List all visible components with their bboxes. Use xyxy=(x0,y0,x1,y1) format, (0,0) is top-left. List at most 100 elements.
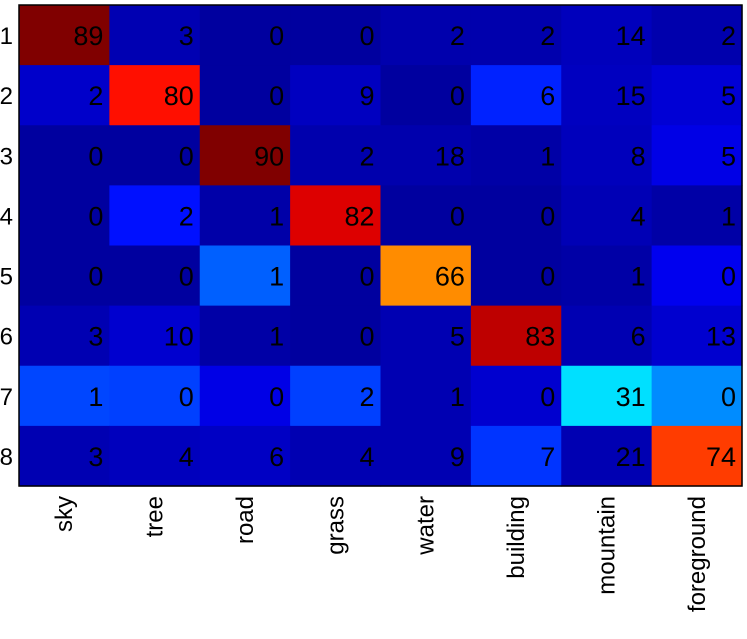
heatmap-cell xyxy=(290,125,382,186)
x-tick-label: road xyxy=(232,496,259,544)
heatmap-cell xyxy=(19,65,110,126)
heatmap-cell xyxy=(199,125,291,186)
heatmap-cell xyxy=(470,425,562,487)
heatmap-cell xyxy=(561,65,653,126)
heatmap-cell xyxy=(470,245,562,307)
heatmap-cells xyxy=(19,5,743,487)
cell-value-label: 2 xyxy=(179,201,194,231)
y-tick-label: 4 xyxy=(0,203,13,230)
heatmap-cell xyxy=(651,245,743,307)
heatmap-cell xyxy=(470,185,562,247)
cell-value-label: 0 xyxy=(179,141,194,171)
y-tick-label: 7 xyxy=(0,384,13,411)
heatmap-cell xyxy=(470,5,562,66)
cell-value-label: 0 xyxy=(179,382,194,412)
cell-value-label: 0 xyxy=(88,141,103,171)
y-axis-tick-labels: 1 2 3 4 5 6 7 8 xyxy=(0,23,13,471)
cell-value-label: 15 xyxy=(616,81,646,111)
cell-value-label: 5 xyxy=(721,81,736,111)
cell-value-label: 1 xyxy=(269,201,284,231)
heatmap-cell xyxy=(109,125,201,186)
heatmap-cell xyxy=(380,185,472,247)
heatmap-cell xyxy=(199,5,291,66)
heatmap-cell xyxy=(470,305,562,367)
heatmap-cell xyxy=(380,245,472,307)
heatmap-cell xyxy=(19,125,110,186)
cell-value-label: 0 xyxy=(269,81,284,111)
cell-value-label: 21 xyxy=(616,442,646,472)
heatmap-cell xyxy=(109,5,201,66)
heatmap-cell xyxy=(109,305,201,367)
cell-value-label: 0 xyxy=(540,262,555,292)
heatmap-cell xyxy=(109,365,201,427)
cell-value-label: 0 xyxy=(179,262,194,292)
cell-value-label: 1 xyxy=(88,382,103,412)
cell-value-label: 13 xyxy=(706,322,736,352)
cell-value-label: 1 xyxy=(540,141,555,171)
heatmap-cell xyxy=(470,365,562,427)
cell-value-label: 1 xyxy=(269,262,284,292)
heatmap-cell xyxy=(290,5,382,66)
heatmap-cell xyxy=(290,425,382,487)
cell-value-label: 80 xyxy=(164,81,194,111)
cell-value-label: 2 xyxy=(450,21,465,51)
heatmap-cell xyxy=(199,365,291,427)
heatmap-cell xyxy=(561,245,653,307)
cell-value-label: 89 xyxy=(73,21,103,51)
cell-value-label: 66 xyxy=(435,262,465,292)
cell-value-label: 2 xyxy=(721,21,736,51)
heatmap-cell xyxy=(290,185,382,247)
heatmap-cell xyxy=(19,185,110,247)
cell-value-label: 8 xyxy=(631,141,646,171)
cell-value-label: 90 xyxy=(254,141,284,171)
cell-value-label: 0 xyxy=(359,262,374,292)
y-tick-label: 5 xyxy=(0,264,13,291)
heatmap-cell xyxy=(109,185,201,247)
heatmap-cell xyxy=(380,425,472,487)
cell-value-label: 0 xyxy=(269,21,284,51)
cell-value-label: 5 xyxy=(721,141,736,171)
cell-value-label: 14 xyxy=(616,21,646,51)
x-tick-label: water xyxy=(413,496,440,556)
y-tick-label: 8 xyxy=(0,444,13,471)
cell-value-label: 6 xyxy=(631,322,646,352)
heatmap-cell xyxy=(19,245,110,307)
heatmap-cell xyxy=(561,185,653,247)
cell-value-label: 6 xyxy=(540,81,555,111)
cell-value-label: 1 xyxy=(721,201,736,231)
cell-value-label: 82 xyxy=(344,201,374,231)
cell-value-label: 5 xyxy=(450,322,465,352)
cell-value-label: 3 xyxy=(88,442,103,472)
cell-value-label: 0 xyxy=(450,201,465,231)
cell-value-label: 0 xyxy=(359,322,374,352)
heatmap-cell xyxy=(290,305,382,367)
cell-value-label: 31 xyxy=(616,382,646,412)
heatmap-cell xyxy=(19,425,110,487)
cell-value-label: 9 xyxy=(450,442,465,472)
heatmap-cell xyxy=(470,125,562,186)
cell-value-label: 1 xyxy=(631,262,646,292)
heatmap-cell xyxy=(19,5,110,66)
heatmap-cell xyxy=(199,305,291,367)
y-tick-label: 2 xyxy=(0,83,13,110)
heatmap-cell xyxy=(470,65,562,126)
x-tick-label: sky xyxy=(51,496,78,532)
cell-value-label: 6 xyxy=(269,442,284,472)
cell-value-label: 2 xyxy=(359,382,374,412)
cell-value-label: 83 xyxy=(525,322,555,352)
heatmap-cell xyxy=(109,65,201,126)
cell-value-label: 7 xyxy=(540,442,555,472)
heatmap-value-labels: 89 3 0 0 2 2 14 22 80 0 9 0 6 15 50 0 90 2 18 1 8 50 2 1 82 0 0 4 10… xyxy=(73,21,736,472)
heatmap-cell xyxy=(380,305,472,367)
x-tick-label: mountain xyxy=(593,496,620,595)
heatmap-cell xyxy=(199,245,291,307)
heatmap-cell xyxy=(199,65,291,126)
cell-value-label: 1 xyxy=(269,322,284,352)
heatmap-cell xyxy=(199,185,291,247)
cell-value-label: 18 xyxy=(435,141,465,171)
cell-value-label: 0 xyxy=(721,262,736,292)
x-tick-label: tree xyxy=(142,496,169,537)
cell-value-label: 9 xyxy=(359,81,374,111)
cell-value-label: 0 xyxy=(88,201,103,231)
